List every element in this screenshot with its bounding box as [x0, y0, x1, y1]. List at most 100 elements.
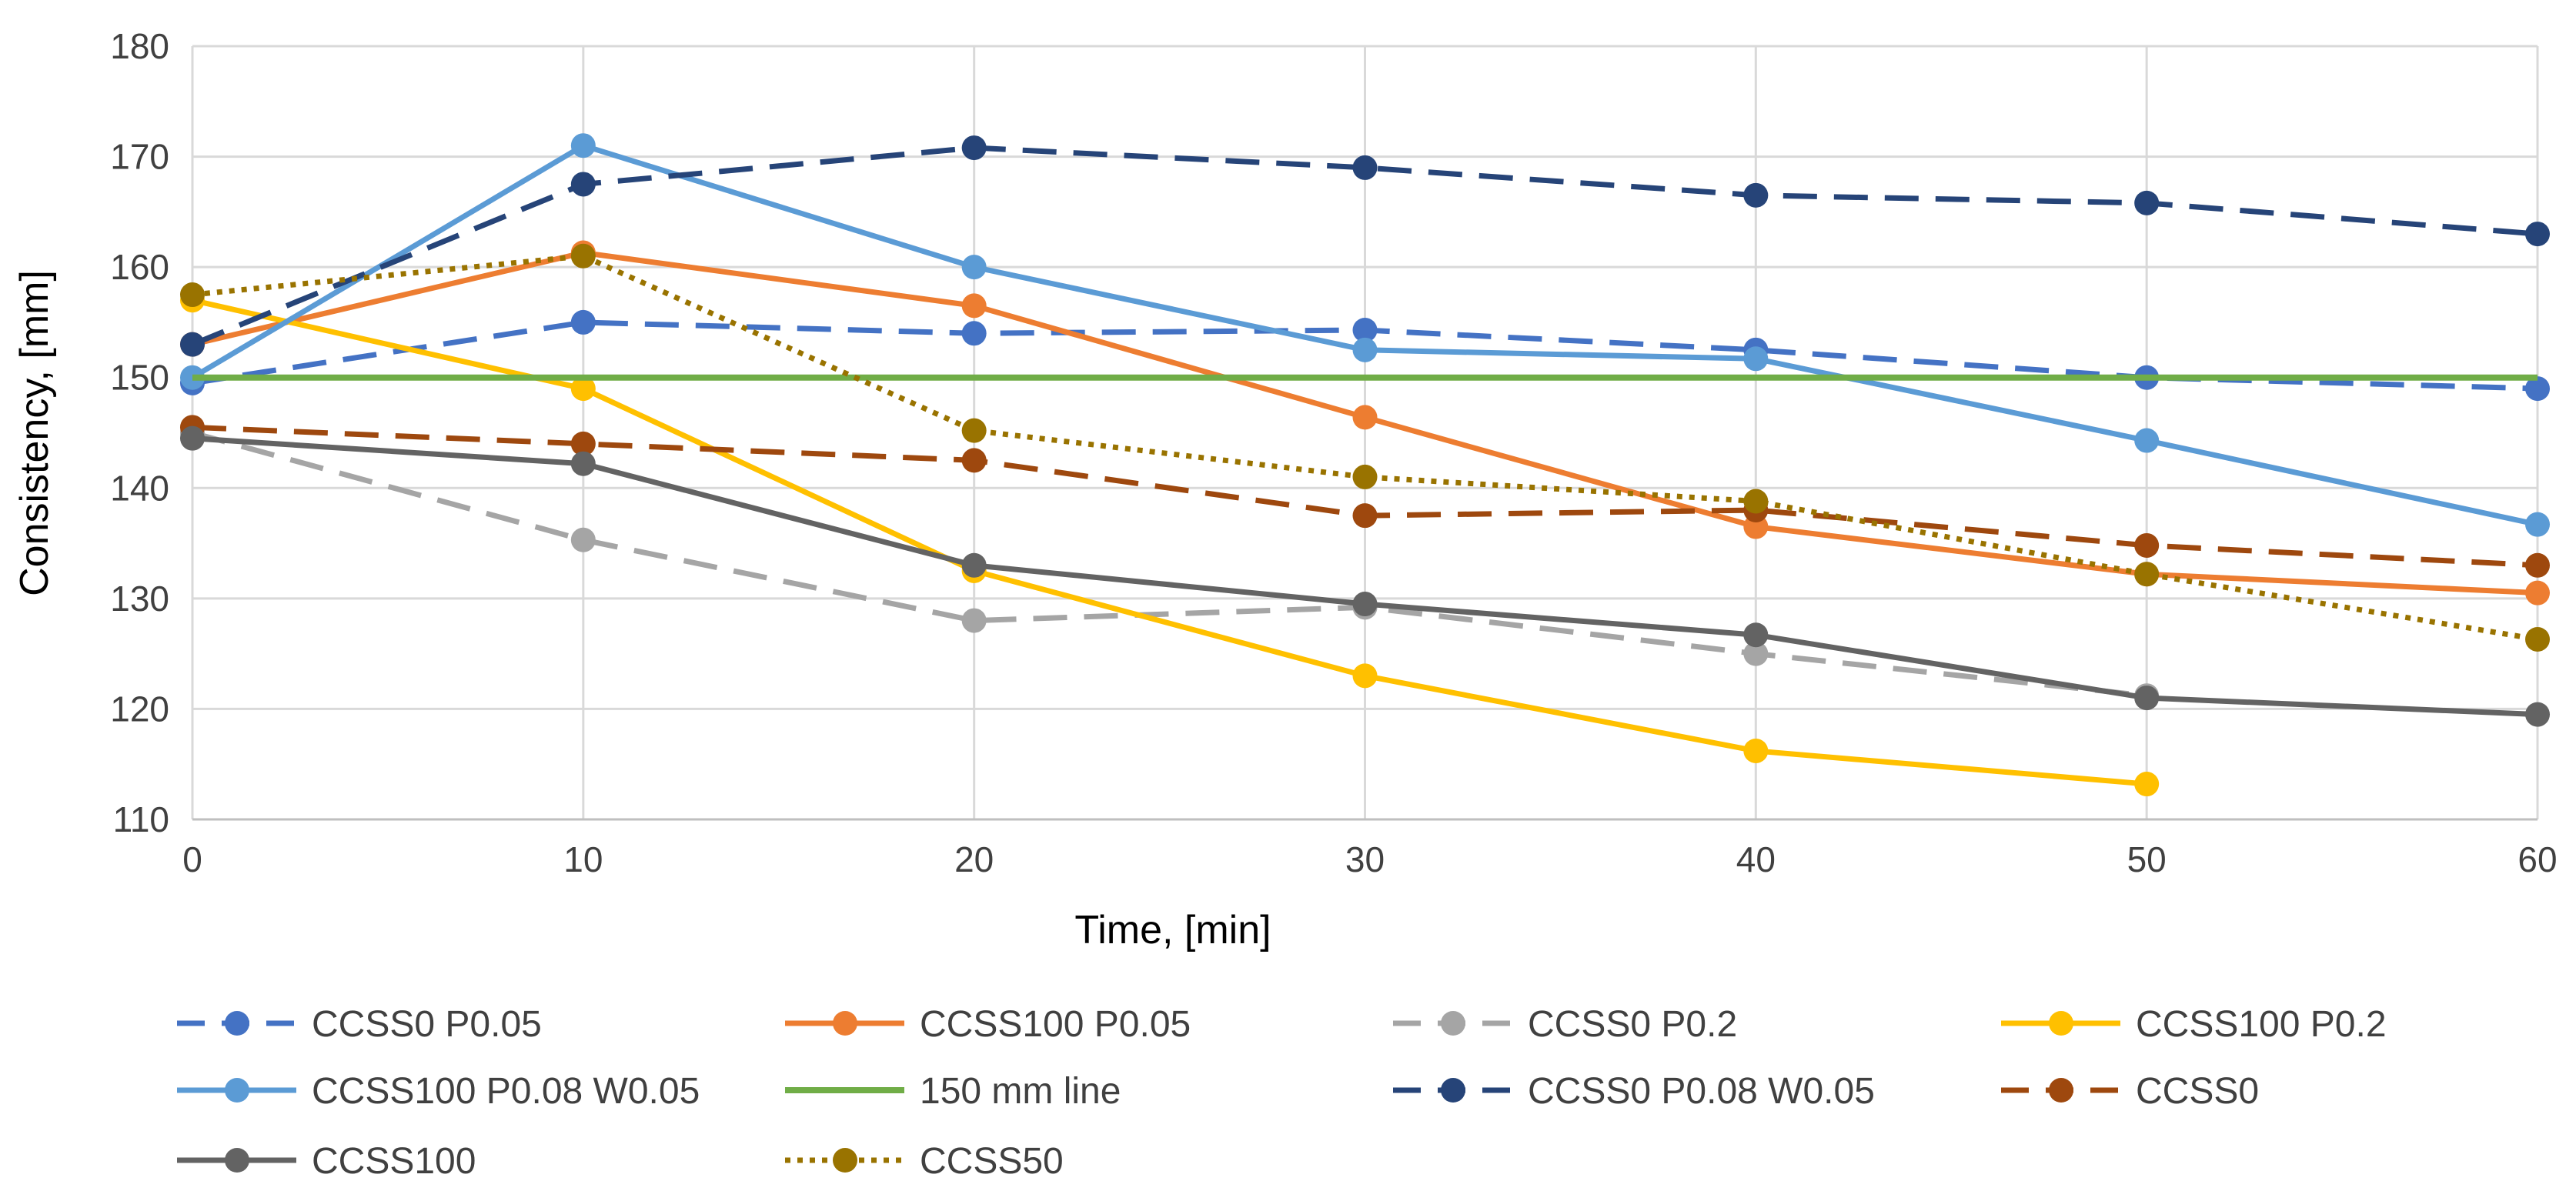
data-point — [2525, 222, 2550, 247]
legend-swatch-marker — [1441, 1011, 1465, 1036]
legend-swatch-marker — [225, 1078, 249, 1103]
data-point — [570, 133, 596, 158]
data-point — [1743, 182, 1769, 208]
legend-item: 150 mm line — [785, 1071, 1121, 1112]
data-point — [1352, 155, 1378, 180]
y-tick-label: 130 — [110, 579, 169, 619]
y-tick-label: 140 — [110, 468, 169, 508]
data-point — [2134, 772, 2160, 797]
legend-swatch-marker — [2049, 1011, 2073, 1036]
x-tick-label: 30 — [1345, 839, 1385, 879]
legend-item: CCSS100 P0.2 — [2001, 1004, 2387, 1045]
y-axis-title: Consistency, [mm] — [12, 270, 57, 596]
y-tick-label: 170 — [110, 137, 169, 177]
legend-label: 150 mm line — [920, 1071, 1121, 1112]
series-ccss100 — [180, 425, 2550, 727]
legend: CCSS0 P0.05 CCSS100 P0.05 CCSS0 P0.2 CCSS10… — [177, 1004, 2387, 1182]
data-point — [1352, 663, 1378, 689]
data-point — [961, 552, 987, 578]
data-point — [2134, 428, 2160, 453]
legend-label: CCSS0 — [2136, 1071, 2259, 1112]
y-tick-label: 110 — [113, 799, 169, 839]
data-point — [1743, 622, 1769, 648]
legend-item: CCSS0 — [2001, 1071, 2259, 1112]
data-point — [2134, 190, 2160, 215]
legend-swatch-marker — [225, 1148, 249, 1173]
data-point — [2525, 376, 2550, 402]
series-layer — [180, 133, 2550, 797]
series-line — [192, 430, 2147, 699]
legend-item: CCSS50 — [785, 1141, 1064, 1182]
series-line — [192, 297, 2147, 787]
data-point — [570, 243, 596, 269]
legend-label: CCSS50 — [920, 1141, 1064, 1182]
data-point — [2525, 702, 2550, 727]
legend-swatch-marker — [2049, 1078, 2073, 1103]
legend-label: CCSS100 — [312, 1141, 476, 1182]
data-point — [2525, 512, 2550, 537]
data-point — [1352, 592, 1378, 617]
x-tick-label: 50 — [2127, 839, 2167, 879]
data-point — [2134, 532, 2160, 558]
data-point — [1743, 738, 1769, 763]
legend-item: CCSS0 P0.08 W0.05 — [1393, 1071, 1875, 1112]
x-tick-label: 0 — [182, 839, 202, 879]
y-tick-label: 120 — [110, 689, 169, 729]
legend-swatch-marker — [833, 1011, 857, 1036]
data-point — [1352, 503, 1378, 529]
data-point — [961, 608, 987, 633]
legend-label: CCSS100 P0.08 W0.05 — [312, 1071, 700, 1112]
x-tick-label: 40 — [1736, 839, 1776, 879]
series-ccss100-p0-08-w0-05 — [180, 133, 2550, 537]
data-point — [1743, 489, 1769, 514]
legend-item: CCSS100 P0.05 — [785, 1004, 1191, 1045]
data-point — [961, 448, 987, 473]
data-point — [570, 376, 596, 402]
data-point — [1743, 346, 1769, 372]
data-point — [2525, 580, 2550, 606]
y-tick-label: 160 — [110, 247, 169, 287]
data-point — [2134, 562, 2160, 587]
y-tick-label: 180 — [110, 26, 169, 66]
data-point — [570, 172, 596, 197]
data-point — [961, 293, 987, 319]
data-point — [1352, 337, 1378, 362]
data-point — [961, 321, 987, 346]
data-point — [1743, 641, 1769, 666]
legend-label: CCSS100 P0.05 — [920, 1004, 1191, 1045]
data-point — [2134, 686, 2160, 711]
legend-label: CCSS0 P0.05 — [312, 1004, 542, 1045]
legend-swatch-marker — [225, 1011, 249, 1036]
legend-item: CCSS100 — [177, 1141, 476, 1182]
x-axis-title: Time, [min] — [1074, 908, 1271, 952]
series-ccss50 — [180, 243, 2550, 652]
data-point — [2525, 626, 2550, 652]
legend-item: CCSS100 P0.08 W0.05 — [177, 1071, 700, 1112]
data-point — [961, 255, 987, 280]
legend-swatch-marker — [1441, 1078, 1465, 1103]
axes: 110 120 130 140 150 160 170 180 0 10 20 30 40 50 60 — [110, 26, 2557, 879]
data-point — [1352, 464, 1378, 489]
data-point — [1352, 317, 1378, 342]
x-tick-label: 10 — [563, 839, 603, 879]
legend-label: CCSS0 P0.08 W0.05 — [1528, 1071, 1875, 1112]
x-tick-label: 20 — [954, 839, 994, 879]
legend-item: CCSS0 P0.05 — [177, 1004, 542, 1045]
data-point — [2525, 552, 2550, 578]
data-point — [1352, 405, 1378, 430]
data-point — [570, 451, 596, 476]
legend-swatch-marker — [833, 1148, 857, 1173]
data-point — [961, 418, 987, 443]
legend-item: CCSS0 P0.2 — [1393, 1004, 1737, 1045]
legend-label: CCSS100 P0.2 — [2136, 1004, 2387, 1045]
data-point — [180, 282, 205, 308]
data-point — [180, 425, 205, 451]
legend-label: CCSS0 P0.2 — [1528, 1004, 1737, 1045]
data-point — [180, 332, 205, 357]
data-point — [570, 431, 596, 456]
data-point — [570, 309, 596, 335]
data-point — [570, 527, 596, 552]
x-tick-label: 60 — [2518, 839, 2557, 879]
data-point — [961, 135, 987, 161]
